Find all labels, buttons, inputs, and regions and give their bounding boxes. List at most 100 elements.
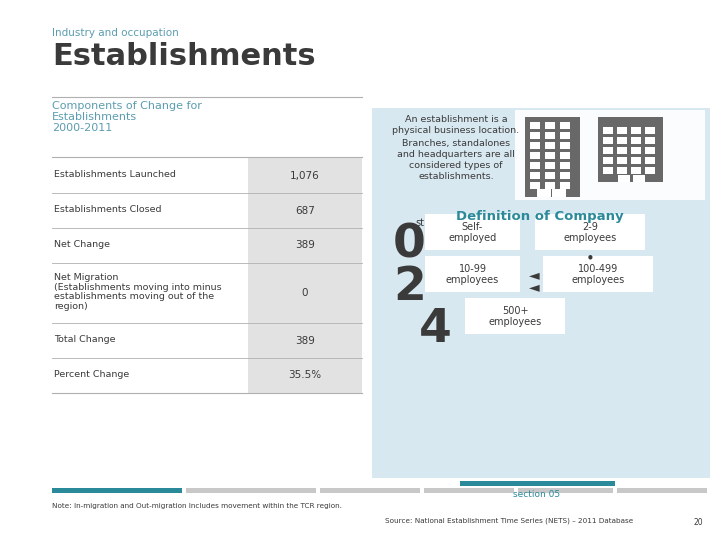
Text: Establishments: Establishments [52,42,315,71]
Text: 2: 2 [393,265,426,310]
Bar [186,488,316,493]
Text: Establishments Closed: Establishments Closed [54,205,161,214]
Bar [530,152,540,159]
Bar [617,167,627,174]
Bar [560,142,570,149]
Bar [530,132,540,139]
Bar [515,110,705,200]
Text: establishments moving out of the: establishments moving out of the [54,292,214,301]
Bar [631,127,641,134]
Bar [603,157,613,164]
Text: Components of Change for: Components of Change for [52,101,202,111]
Bar [617,157,627,164]
Text: establishments.: establishments. [418,172,494,181]
Bar [545,172,555,179]
Bar [535,214,645,250]
Bar [560,132,570,139]
Text: Source: National Establishment Time Series (NETS) – 2011 Database: Source: National Establishment Time Seri… [385,518,634,524]
Bar [560,122,570,129]
Bar [631,147,641,154]
Bar [603,167,613,174]
Text: Percent Change: Percent Change [54,370,130,379]
Bar [603,127,613,134]
Text: and headquarters are all: and headquarters are all [397,150,515,159]
Text: 10-99: 10-99 [459,264,487,274]
Text: employed: employed [449,233,497,243]
Text: Establishments: Establishments [52,112,137,122]
Text: Total Change: Total Change [54,335,115,344]
Bar [617,488,707,493]
Bar [645,167,655,174]
Bar [248,228,362,263]
Bar [424,488,514,493]
Text: 2000-2011: 2000-2011 [52,123,112,133]
Text: 0: 0 [302,288,308,298]
Text: physical business location.: physical business location. [392,126,520,135]
Text: employees: employees [446,275,499,285]
Bar [525,117,580,197]
Text: 500+: 500+ [502,306,528,316]
Bar [425,256,520,292]
Text: Industry and occupation: Industry and occupation [52,28,179,38]
Bar [560,152,570,159]
Bar [543,256,653,292]
Bar [372,108,710,478]
Bar [530,162,540,169]
Bar [248,193,362,228]
Text: An establishment is a: An establishment is a [405,115,508,124]
Text: employees: employees [488,317,541,327]
Bar [248,263,362,323]
Text: Establishments Launched: Establishments Launched [54,170,176,179]
Text: Net Change: Net Change [54,240,110,249]
Bar [552,189,566,197]
Bar [248,158,362,193]
Text: Definition of Company: Definition of Company [456,210,624,223]
Bar [617,127,627,134]
Text: ●: ● [588,254,593,259]
Text: section 05: section 05 [513,490,561,499]
Bar [618,175,630,182]
Bar [530,142,540,149]
Bar [545,182,555,189]
Text: 389: 389 [295,240,315,251]
Bar [248,358,362,393]
Bar [598,117,663,182]
Text: Branches, standalones: Branches, standalones [402,139,510,148]
Bar [518,488,613,493]
Bar [560,172,570,179]
Bar [545,162,555,169]
Bar [645,157,655,164]
Bar [530,182,540,189]
Text: st: st [415,218,424,228]
Bar [537,189,551,197]
Text: Note: In-migration and Out-migration Includes movement within the TCR region.: Note: In-migration and Out-migration Inc… [52,503,342,509]
Bar [465,298,565,334]
Bar [631,167,641,174]
Text: 0: 0 [393,223,426,268]
Text: (Establishments moving into minus: (Establishments moving into minus [54,283,222,292]
Text: Net Migration: Net Migration [54,273,118,282]
Text: region): region) [54,302,88,311]
Bar [560,162,570,169]
Bar [617,137,627,144]
Bar [530,122,540,129]
Bar [545,122,555,129]
Text: 389: 389 [295,335,315,346]
Bar [530,172,540,179]
Bar [545,142,555,149]
Bar [617,147,627,154]
Bar [460,481,615,486]
Text: 4: 4 [418,307,451,352]
Bar [560,182,570,189]
Bar [645,137,655,144]
Bar [645,147,655,154]
Text: employees: employees [572,275,625,285]
Text: 2-9: 2-9 [582,222,598,232]
Text: 100-499: 100-499 [578,264,618,274]
Bar [603,147,613,154]
Bar [545,152,555,159]
Text: employees: employees [563,233,616,243]
Text: ◄: ◄ [529,280,539,294]
Bar [603,137,613,144]
Text: 1,076: 1,076 [290,171,320,180]
